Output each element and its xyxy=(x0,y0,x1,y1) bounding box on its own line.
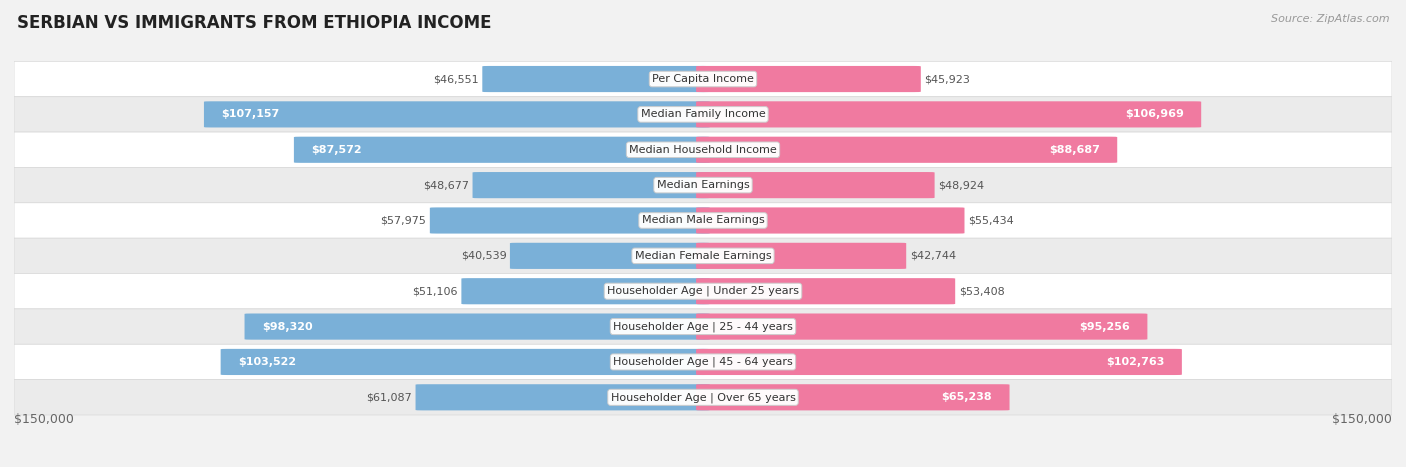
FancyBboxPatch shape xyxy=(696,172,935,198)
FancyBboxPatch shape xyxy=(482,66,710,92)
Text: $102,763: $102,763 xyxy=(1107,357,1164,367)
FancyBboxPatch shape xyxy=(14,309,1392,344)
FancyBboxPatch shape xyxy=(696,349,1182,375)
Text: $45,923: $45,923 xyxy=(924,74,970,84)
Text: $88,687: $88,687 xyxy=(1049,145,1099,155)
Text: Median Male Earnings: Median Male Earnings xyxy=(641,215,765,226)
Text: $40,539: $40,539 xyxy=(461,251,506,261)
FancyBboxPatch shape xyxy=(294,137,710,163)
Text: $55,434: $55,434 xyxy=(967,215,1014,226)
FancyBboxPatch shape xyxy=(430,207,710,234)
Text: $61,087: $61,087 xyxy=(367,392,412,402)
FancyBboxPatch shape xyxy=(14,132,1392,168)
Text: Median Family Income: Median Family Income xyxy=(641,109,765,120)
FancyBboxPatch shape xyxy=(696,137,1118,163)
Text: $53,408: $53,408 xyxy=(959,286,1004,296)
Text: $57,975: $57,975 xyxy=(381,215,426,226)
FancyBboxPatch shape xyxy=(696,313,1147,340)
Text: $106,969: $106,969 xyxy=(1125,109,1184,120)
Text: $103,522: $103,522 xyxy=(238,357,297,367)
FancyBboxPatch shape xyxy=(14,238,1392,274)
FancyBboxPatch shape xyxy=(416,384,710,410)
FancyBboxPatch shape xyxy=(696,207,965,234)
Text: Median Female Earnings: Median Female Earnings xyxy=(634,251,772,261)
Text: Householder Age | Over 65 years: Householder Age | Over 65 years xyxy=(610,392,796,403)
Text: $51,106: $51,106 xyxy=(412,286,458,296)
FancyBboxPatch shape xyxy=(472,172,710,198)
FancyBboxPatch shape xyxy=(14,97,1392,132)
Text: $48,924: $48,924 xyxy=(938,180,984,190)
FancyBboxPatch shape xyxy=(14,380,1392,415)
Text: $107,157: $107,157 xyxy=(221,109,280,120)
FancyBboxPatch shape xyxy=(696,278,955,304)
FancyBboxPatch shape xyxy=(696,66,921,92)
FancyBboxPatch shape xyxy=(221,349,710,375)
Text: Per Capita Income: Per Capita Income xyxy=(652,74,754,84)
Text: Median Household Income: Median Household Income xyxy=(628,145,778,155)
Text: $95,256: $95,256 xyxy=(1080,322,1130,332)
Text: Source: ZipAtlas.com: Source: ZipAtlas.com xyxy=(1271,14,1389,24)
Text: $150,000: $150,000 xyxy=(14,413,75,426)
FancyBboxPatch shape xyxy=(14,274,1392,309)
FancyBboxPatch shape xyxy=(204,101,710,127)
Text: $150,000: $150,000 xyxy=(1331,413,1392,426)
Text: Householder Age | 45 - 64 years: Householder Age | 45 - 64 years xyxy=(613,357,793,367)
FancyBboxPatch shape xyxy=(14,203,1392,238)
Text: Householder Age | 25 - 44 years: Householder Age | 25 - 44 years xyxy=(613,321,793,332)
Text: $42,744: $42,744 xyxy=(910,251,956,261)
Text: $65,238: $65,238 xyxy=(942,392,993,402)
FancyBboxPatch shape xyxy=(14,168,1392,203)
Text: Median Earnings: Median Earnings xyxy=(657,180,749,190)
FancyBboxPatch shape xyxy=(14,344,1392,380)
Text: $46,551: $46,551 xyxy=(433,74,479,84)
FancyBboxPatch shape xyxy=(461,278,710,304)
FancyBboxPatch shape xyxy=(696,101,1201,127)
Text: $87,572: $87,572 xyxy=(311,145,361,155)
FancyBboxPatch shape xyxy=(696,243,907,269)
Text: SERBIAN VS IMMIGRANTS FROM ETHIOPIA INCOME: SERBIAN VS IMMIGRANTS FROM ETHIOPIA INCO… xyxy=(17,14,491,32)
FancyBboxPatch shape xyxy=(696,384,1010,410)
FancyBboxPatch shape xyxy=(245,313,710,340)
Text: $48,677: $48,677 xyxy=(423,180,470,190)
Text: $98,320: $98,320 xyxy=(262,322,312,332)
FancyBboxPatch shape xyxy=(510,243,710,269)
Text: Householder Age | Under 25 years: Householder Age | Under 25 years xyxy=(607,286,799,297)
FancyBboxPatch shape xyxy=(14,61,1392,97)
